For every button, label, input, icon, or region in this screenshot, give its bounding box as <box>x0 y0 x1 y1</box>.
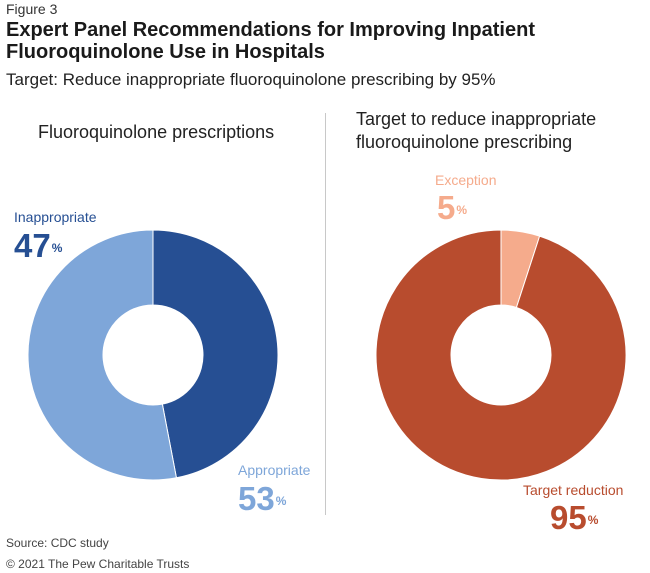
left-donut-slice-inappropriate <box>152 229 279 479</box>
left-donut <box>27 229 279 481</box>
source-note: Source: CDC study <box>6 536 109 550</box>
target-reduction-label: Target reduction <box>523 482 624 498</box>
inappropriate-label: Inappropriate <box>14 209 97 225</box>
target-reduction-value: 95% <box>550 499 599 536</box>
copyright-note: © 2021 The Pew Charitable Trusts <box>6 557 190 571</box>
exception-value: 5% <box>437 189 468 226</box>
left-panel-title: Fluoroquinolone prescriptions <box>38 122 275 142</box>
exception-label: Exception <box>435 172 497 188</box>
panel-divider <box>325 113 326 515</box>
appropriate-label: Appropriate <box>238 462 311 478</box>
right-donut <box>375 229 627 481</box>
appropriate-value: 53% <box>238 480 287 517</box>
figure-label: Figure 3 <box>6 1 58 17</box>
chart-subtitle: Target: Reduce inappropriate fluoroquino… <box>6 70 496 89</box>
inappropriate-value: 47% <box>14 227 63 264</box>
left-donut-slice-appropriate <box>27 229 178 481</box>
right-donut-slice-target-reduction <box>375 229 627 481</box>
chart-title: Expert Panel Recommendations for Improvi… <box>6 19 535 63</box>
right-panel-title: Target to reduce inappropriate fluoroqui… <box>356 109 597 152</box>
